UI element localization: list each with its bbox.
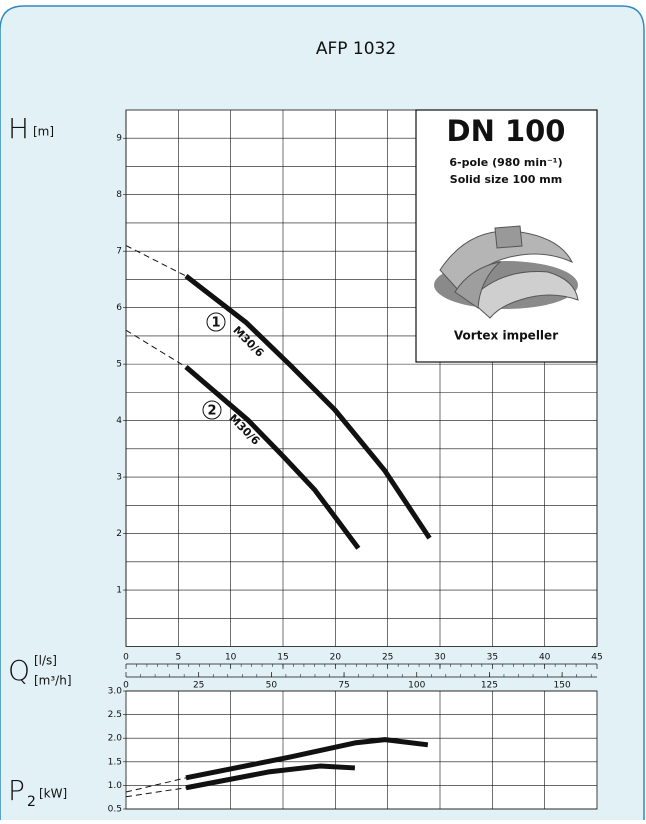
x2-tick-label: 150 [554, 681, 571, 691]
x-tick-label: 10 [225, 653, 237, 663]
extrapolation [125, 777, 187, 793]
x-axis-label: Q [8, 654, 30, 687]
x2-axis-unit: [m³/h] [34, 674, 72, 688]
x2-tick-label: 100 [408, 681, 425, 691]
info-caption: Vortex impeller [454, 329, 558, 343]
curve [184, 274, 432, 540]
extrapolation [125, 329, 187, 368]
y-tick-label: 1.0 [108, 781, 123, 791]
x-tick-label: 40 [539, 653, 551, 663]
p-axis-sub: 2 [27, 794, 36, 810]
curve-marker [202, 400, 222, 420]
y-tick-label: 1 [116, 586, 122, 596]
impeller-image [434, 225, 579, 319]
y-tick-label: 5 [116, 360, 122, 370]
x2-tick-label: 25 [193, 681, 204, 691]
curve-label: 1 [211, 316, 220, 331]
y-axis-unit: [m] [33, 125, 54, 139]
x2-tick-label: 0 [123, 681, 129, 691]
plot-area [126, 691, 597, 809]
p-axis-label: P [8, 774, 25, 807]
y-tick-label: 2 [116, 529, 122, 539]
extrapolation [125, 787, 187, 798]
y-tick-label: 4 [116, 416, 122, 426]
y-tick-label: 3 [116, 473, 122, 483]
y-tick-label: 9 [116, 134, 122, 144]
y-tick-label: 7 [116, 247, 122, 257]
y-tick-label: 1.5 [108, 757, 122, 767]
p-axis-unit: [kW] [39, 787, 67, 801]
extrapolation [125, 245, 187, 277]
x-tick-label: 5 [175, 653, 181, 663]
plot-frame [125, 690, 598, 810]
curve [184, 365, 361, 550]
page-title: AFP 1032 [316, 39, 396, 59]
info-line: Solid size 100 mm [450, 173, 562, 186]
info-title: DN 100 [447, 114, 566, 148]
y-tick-label: 3.0 [108, 687, 123, 697]
y-tick-label: 0.5 [108, 805, 122, 815]
x2-tick-label: 75 [338, 681, 349, 691]
curve [185, 763, 356, 791]
x-tick-label: 25 [382, 653, 393, 663]
x2-tick-label: 50 [266, 681, 278, 691]
curve [185, 737, 429, 781]
x-axis-unit: [l/s] [34, 654, 57, 668]
x-tick-label: 35 [487, 653, 498, 663]
y-tick-label: 6 [116, 303, 122, 313]
x-tick-label: 15 [277, 653, 288, 663]
y-tick-label: 2.5 [108, 710, 122, 720]
curve-label: 2 [207, 404, 216, 419]
y-tick-label: 8 [116, 190, 122, 200]
y-tick-label: 2.0 [108, 734, 123, 744]
info-box: DN 100 6-pole (980 min⁻¹) Solid size 100… [415, 109, 598, 363]
y-axis-label: H [8, 112, 29, 145]
x2-tick-label: 125 [481, 681, 498, 691]
info-line: 6-pole (980 min⁻¹) [449, 156, 562, 169]
curve-marker [206, 312, 226, 332]
x-tick-label: 20 [330, 653, 342, 663]
plot-frame [125, 109, 598, 647]
x-tick-label: 45 [591, 653, 602, 663]
x-tick-label: 0 [123, 653, 129, 663]
x-tick-label: 30 [434, 653, 446, 663]
